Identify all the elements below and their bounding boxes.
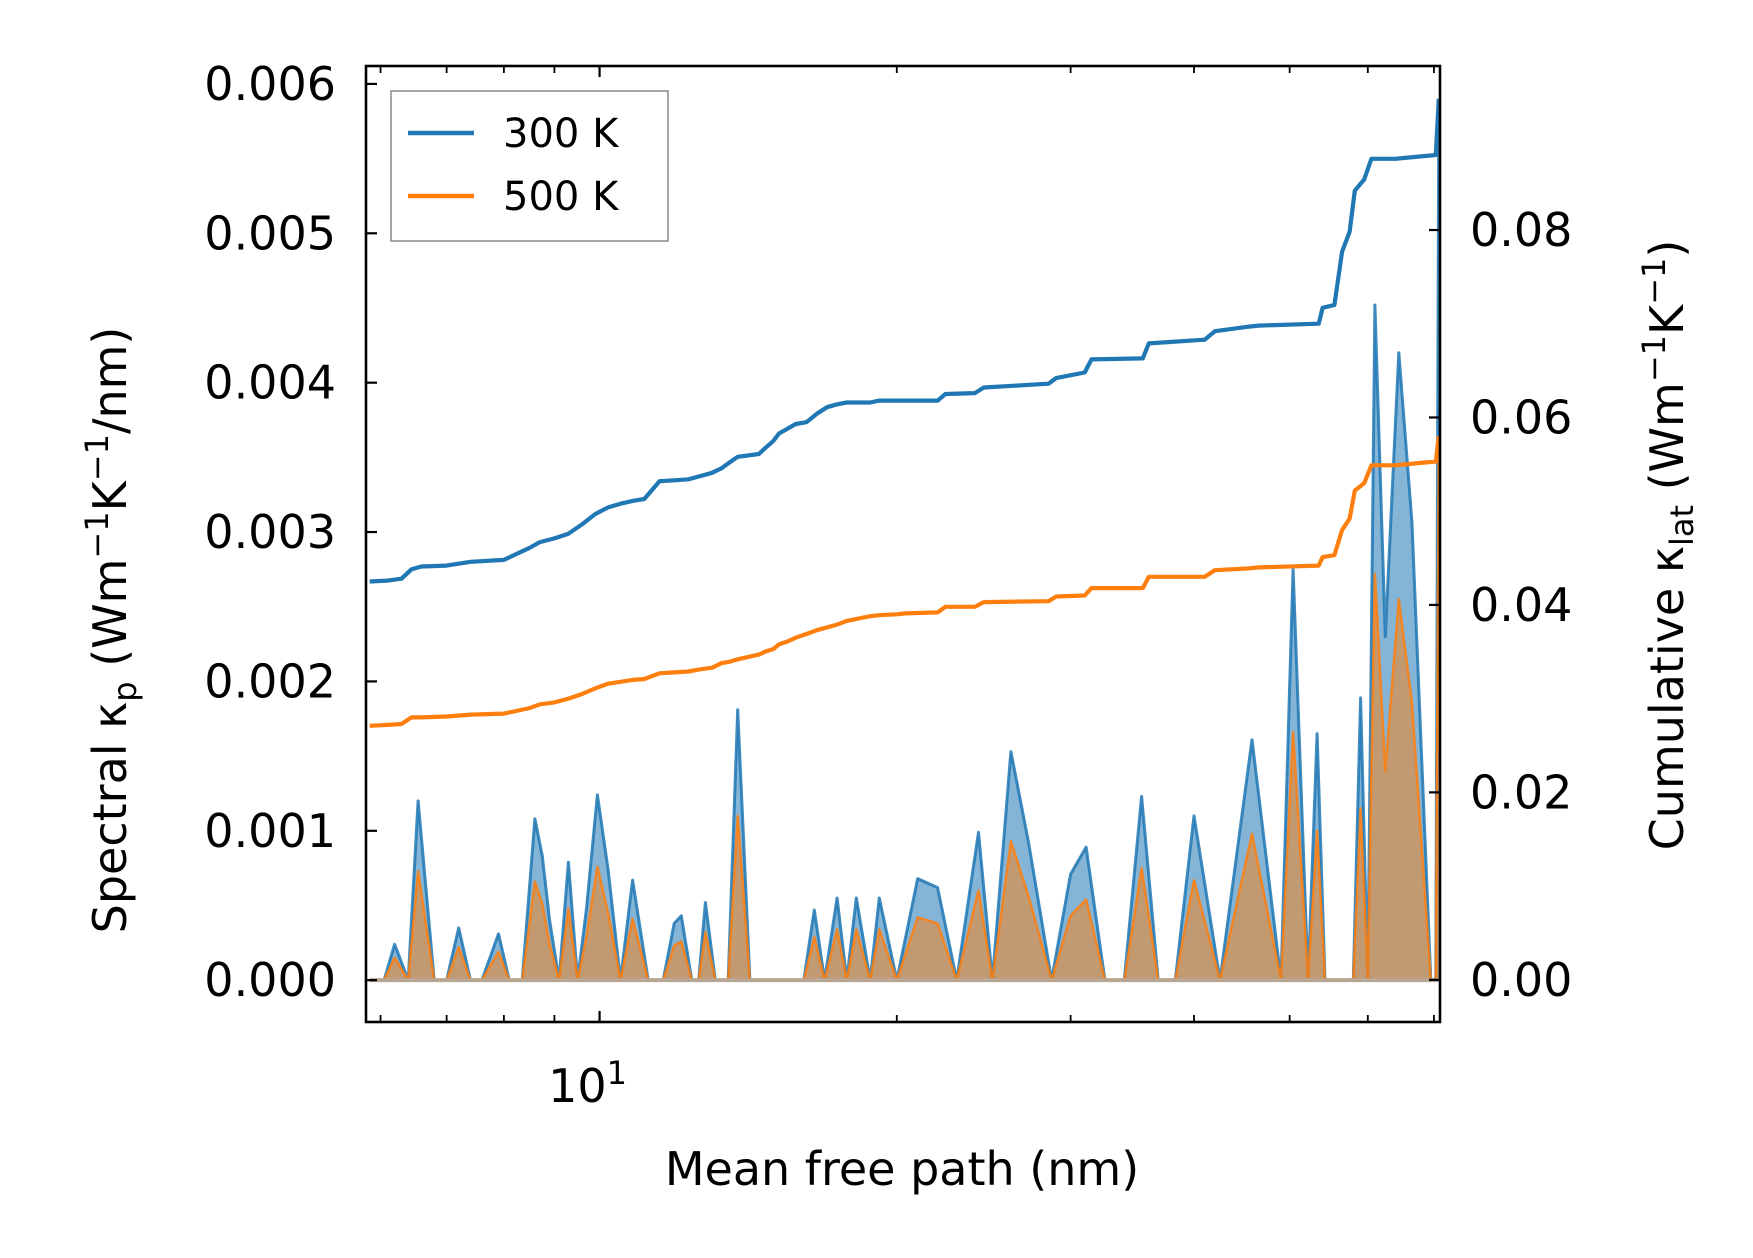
cumulative-line-layer: [369, 98, 1441, 728]
plot-area: [369, 98, 1441, 983]
left-axis-tick-label: 0.003: [204, 505, 336, 559]
left-axis-title-prefix: Spectral κ: [83, 702, 137, 934]
x-axis-tick-label: 101: [548, 1054, 627, 1113]
right-axis-tick-label: 0.04: [1470, 578, 1572, 632]
cumulative-line-300k: [369, 98, 1441, 584]
spectral-fill-layer: [369, 106, 1441, 983]
right-axis-title-prefix: Cumulative κ: [1640, 546, 1694, 850]
left-axis-tick-label: 0.001: [204, 804, 336, 858]
left-axis-title-mid: K: [83, 479, 137, 511]
left-axis-tick-label: 0.000: [204, 953, 336, 1007]
right-axis-title-unit-close: ): [1640, 240, 1694, 258]
cumulative-line-500k: [369, 435, 1441, 728]
right-axis-title-sup1: −1: [1635, 335, 1673, 382]
x-axis-tick-label-exponent: 1: [607, 1054, 627, 1092]
right-axis-title-subscript: lat: [1663, 505, 1701, 546]
legend-box: [390, 90, 669, 242]
spectral-line-300k: [369, 106, 1441, 982]
left-axis-title-sup2: −1: [78, 434, 116, 481]
x-axis-title: Mean free path (nm): [665, 1142, 1139, 1196]
right-axis-title: Cumulative κlat (Wm−1K−1): [1635, 240, 1701, 851]
left-axis-title-unit-close: /nm): [83, 327, 137, 434]
right-axis-tick-label: 0.06: [1470, 390, 1572, 444]
left-axis-tick-label: 0.004: [204, 356, 336, 410]
axis-ticks: 0.000 0.001 0.002 0.003 0.004 0.005 0.006 0.00 0…: [204, 57, 1572, 1113]
right-axis-title-unit-open: (Wm: [1640, 382, 1694, 505]
left-axis-tick-label: 0.006: [204, 57, 336, 111]
legend: 300 K 500 K: [390, 90, 669, 242]
left-axis-title-unit-open: (Wm: [83, 559, 137, 682]
left-axis-title-sup1: −1: [78, 511, 116, 558]
left-axis-title-subscript: p: [106, 681, 144, 701]
left-axis-title: Spectral κp (Wm−1K−1/nm): [78, 327, 144, 934]
right-axis-tick-label: 0.02: [1470, 765, 1572, 819]
legend-label-500k: 500 K: [503, 174, 620, 220]
left-axis-tick-label: 0.005: [204, 206, 336, 260]
right-axis-title-sup2: −1: [1635, 258, 1673, 305]
right-axis-tick-label: 0.08: [1470, 203, 1572, 257]
x-axis-tick-label-base: 10: [548, 1059, 607, 1113]
right-axis-title-mid: K: [1640, 303, 1694, 335]
spectral-line-500k: [369, 449, 1441, 982]
left-axis-tick-label: 0.002: [204, 654, 336, 708]
right-axis-tick-label: 0.00: [1470, 953, 1572, 1007]
plot-frame: [364, 64, 1442, 1024]
legend-label-300k: 300 K: [503, 111, 620, 157]
